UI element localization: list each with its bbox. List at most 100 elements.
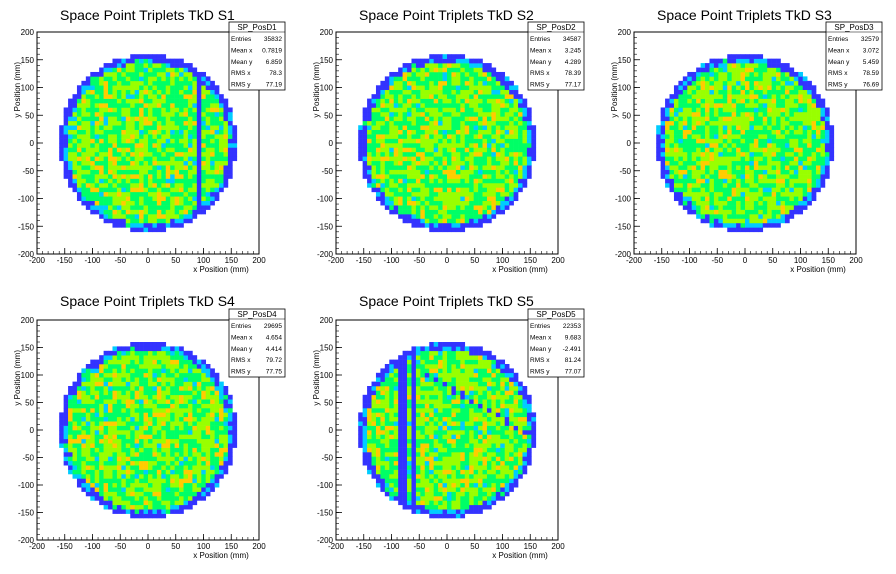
heatmap-bin (696, 178, 701, 184)
heatmap-bin (161, 120, 167, 126)
heatmap-bin (464, 116, 470, 122)
heatmap-bin (214, 151, 220, 157)
heatmap-bin (776, 156, 781, 162)
heatmap-bin (116, 85, 122, 91)
heatmap-bin (68, 156, 73, 162)
heatmap-bin (143, 496, 149, 501)
heatmap-bin (718, 58, 724, 64)
heatmap-bin (174, 71, 180, 77)
heatmap-bin (731, 103, 737, 108)
heatmap-bin (90, 191, 96, 197)
heatmap-bin (393, 76, 399, 82)
heatmap-bin (798, 111, 804, 117)
heatmap-bin (745, 143, 750, 148)
heatmap-bin (780, 143, 786, 148)
heatmap-bin (415, 120, 421, 126)
heatmap-bin (143, 372, 149, 378)
heatmap-bin (85, 116, 91, 122)
heatmap-bin (438, 94, 443, 99)
heatmap-bin (174, 178, 180, 184)
heatmap-bin (161, 504, 167, 510)
heatmap-bin (495, 187, 501, 193)
heatmap-bin (170, 191, 175, 197)
heatmap-bin (170, 182, 175, 188)
heatmap-bin (749, 85, 755, 91)
heatmap-bin (665, 125, 670, 130)
heatmap-bin (187, 218, 193, 224)
heatmap-bin (820, 125, 826, 130)
heatmap-bin (727, 63, 732, 68)
heatmap-bin (478, 58, 483, 64)
heatmap-bin (407, 98, 412, 104)
heatmap-bin (156, 103, 162, 108)
heatmap-bin (187, 196, 193, 202)
heatmap-bin (522, 111, 528, 117)
heatmap-bin (665, 151, 670, 157)
heatmap-bin (85, 394, 91, 400)
heatmap-bin (784, 191, 790, 197)
heatmap-bin (174, 205, 180, 210)
heatmap-bin (438, 165, 443, 170)
heatmap-bin (125, 491, 131, 497)
heatmap-bin (139, 80, 144, 86)
heatmap-bin (433, 156, 439, 162)
heatmap-bin (700, 138, 706, 144)
heatmap-bin (156, 342, 162, 347)
heatmap-bin (402, 209, 408, 215)
heatmap-bin (473, 89, 479, 95)
heatmap-bin (767, 94, 772, 99)
heatmap-bin (687, 125, 693, 130)
heatmap-bin (116, 63, 122, 68)
x-tick-label: 0 (743, 256, 748, 265)
heatmap-bin (473, 214, 479, 219)
heatmap-bin (108, 399, 113, 404)
heatmap-bin (94, 76, 100, 82)
heatmap-bin (108, 103, 113, 108)
heatmap-bin (789, 182, 795, 188)
heatmap-bin (816, 125, 821, 130)
heatmap-bin (504, 116, 510, 122)
heatmap-bin (192, 174, 198, 179)
heatmap-bin (103, 103, 109, 108)
heatmap-bin (473, 174, 479, 179)
heatmap-bin (407, 116, 412, 122)
heatmap-bin (740, 147, 746, 153)
heatmap-bin (380, 107, 386, 113)
heatmap-bin (165, 98, 171, 104)
heatmap-bin (121, 434, 127, 440)
heatmap-bin (139, 500, 144, 506)
heatmap-bin (389, 209, 395, 215)
heatmap-bin (673, 174, 679, 179)
heatmap-bin (214, 191, 220, 197)
heatmap-bin (793, 71, 799, 77)
heatmap-bin (460, 218, 466, 224)
heatmap-bin (718, 103, 724, 108)
heatmap-bin (442, 125, 448, 130)
heatmap-bin (758, 54, 764, 59)
heatmap-bin (187, 143, 193, 148)
heatmap-bin (130, 165, 135, 170)
heatmap-bin (389, 71, 395, 77)
heatmap-bin (156, 218, 162, 224)
heatmap-bin (148, 469, 153, 475)
heatmap-bin (727, 205, 732, 210)
heatmap-bin (771, 178, 777, 184)
heatmap-bin (700, 71, 706, 77)
heatmap-bin (718, 89, 724, 95)
heatmap-bin (121, 147, 127, 153)
heatmap-bin (407, 103, 412, 108)
heatmap-bin (148, 509, 153, 514)
heatmap-bin (696, 103, 701, 108)
heatmap-bin (59, 147, 64, 153)
heatmap-bin (223, 116, 229, 122)
heatmap-bin (227, 156, 233, 162)
heatmap-bin (103, 416, 109, 422)
heatmap-bin (232, 143, 238, 148)
heatmap-bin (384, 85, 390, 91)
heatmap-bin (384, 160, 390, 166)
heatmap-bin (152, 138, 158, 144)
heatmap-bin (371, 134, 377, 139)
heatmap-bin (156, 447, 162, 453)
heatmap-bin (227, 134, 233, 139)
heatmap-bin (522, 182, 528, 188)
